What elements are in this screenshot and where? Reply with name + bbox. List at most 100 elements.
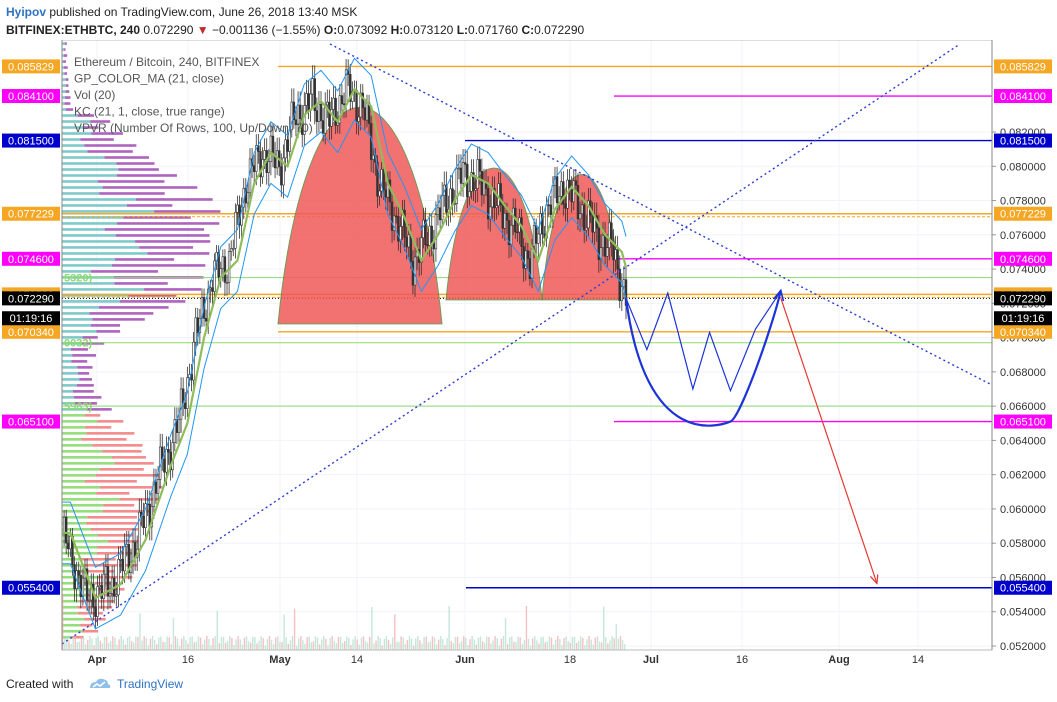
volume-bar: [598, 641, 601, 650]
volume-bar: [408, 636, 411, 650]
volume-bar: [573, 636, 576, 650]
vp-up-bar: [62, 306, 99, 309]
vp-down-bar: [103, 504, 135, 507]
vp-up-bar: [62, 312, 90, 315]
volume-bar: [277, 636, 279, 650]
candle-body: [534, 225, 538, 244]
candle-body: [328, 101, 331, 127]
volume-bar: [590, 639, 592, 650]
vp-down-bar: [90, 527, 139, 531]
volume-bar: [421, 643, 423, 650]
candle-body: [94, 606, 97, 617]
volume-bar: [293, 608, 296, 650]
down-triangle-icon: ▼: [196, 23, 209, 37]
volume-bar: [74, 636, 76, 650]
volume-bar: [596, 636, 599, 650]
volume-bar: [356, 639, 358, 650]
candle-body: [286, 139, 289, 152]
vp-up-bar: [62, 569, 83, 573]
volume-bar: [310, 642, 312, 650]
vp-up-bar: [62, 210, 155, 213]
volume-bar: [354, 636, 356, 650]
vp-down-bar: [63, 54, 68, 57]
vp-up-bar: [62, 198, 136, 201]
volume-bar: [496, 638, 498, 650]
vp-down-bar: [102, 510, 151, 513]
vp-up-bar: [62, 192, 100, 195]
volume-bar: [316, 637, 319, 650]
vp-down-bar: [96, 492, 130, 495]
candle-body: [319, 103, 323, 121]
candle-body: [622, 279, 626, 288]
price-label-text: 0.077229: [8, 209, 54, 221]
volume-bar: [268, 636, 271, 650]
author-name[interactable]: Hyipov: [6, 5, 47, 19]
vp-down-bar: [115, 234, 210, 237]
vp-down-bar: [98, 180, 165, 183]
candle-body: [457, 167, 461, 170]
volume-bar: [477, 637, 480, 650]
high-label: H:: [390, 23, 404, 37]
volume-bar: [446, 638, 448, 650]
candle-body: [413, 256, 417, 286]
vp-up-bar: [62, 114, 78, 117]
volume-bar: [189, 637, 191, 650]
volume-bar: [222, 636, 225, 650]
candle-body: [282, 157, 285, 186]
candle-body: [317, 103, 321, 122]
vp-up-bar: [62, 78, 66, 81]
vp-up-bar: [62, 378, 80, 381]
volume-bar: [412, 645, 415, 650]
volume-bar: [241, 644, 244, 650]
candle-body: [390, 201, 394, 231]
volume-bar: [339, 636, 342, 650]
vp-down-bar: [117, 222, 220, 225]
vp-up-bar: [62, 527, 91, 531]
vp-down-bar: [82, 336, 98, 339]
price-label-left: [2, 89, 60, 104]
candle-body: [434, 214, 438, 250]
tradingview-logo-icon[interactable]: [88, 676, 112, 692]
price-series: [62, 57, 628, 630]
vp-up-bar: [62, 42, 65, 45]
publish-line: Hyipov published on TradingView.com, Jun…: [6, 5, 357, 19]
volume-bar: [621, 639, 624, 650]
volume-bar: [99, 640, 101, 650]
y-tick-label: 0.054000: [1000, 607, 1046, 619]
chart-header: Hyipov published on TradingView.com, Jun…: [0, 0, 1057, 40]
price-label-text: 0.070340: [8, 327, 54, 339]
vp-up-bar: [62, 282, 115, 285]
candle-body: [499, 183, 502, 206]
candle-body: [142, 516, 145, 529]
volume-bar: [107, 642, 110, 650]
vp-down-bar: [73, 396, 102, 399]
candle-body: [395, 215, 398, 218]
candle-body: [342, 103, 346, 106]
vp-down-bar: [83, 126, 99, 129]
candle-body: [372, 154, 375, 160]
candle-body: [115, 594, 118, 597]
candle-body: [616, 249, 619, 270]
vp-up-bar: [62, 420, 98, 423]
vp-up-bar: [62, 629, 83, 633]
volume-bar: [523, 640, 526, 650]
volume-bar: [308, 636, 310, 650]
vp-up-bar: [62, 551, 98, 555]
vp-down-bar: [81, 342, 105, 345]
volume-bar: [490, 643, 492, 650]
volume-bar: [452, 643, 455, 650]
vp-down-bar: [78, 372, 90, 375]
y-tick-label: 0.080000: [1000, 161, 1046, 173]
volume-bar: [312, 641, 315, 650]
candle-body: [225, 281, 229, 284]
vp-up-bar: [62, 102, 65, 105]
price-chart[interactable]: 5320)0032)5963) 0.0520000.0540000.056000…: [0, 40, 1057, 668]
candle-body: [549, 204, 553, 215]
volume-bar: [540, 637, 542, 650]
vp-down-bar: [84, 480, 137, 483]
price-labels: 0.085829 0.085829 0.084100 0.084100 0.081500…: [2, 59, 1052, 595]
tradingview-link[interactable]: TradingView: [117, 677, 184, 691]
volume-bar: [358, 644, 361, 650]
volume-bar: [193, 642, 195, 650]
candle-body: [292, 101, 296, 121]
